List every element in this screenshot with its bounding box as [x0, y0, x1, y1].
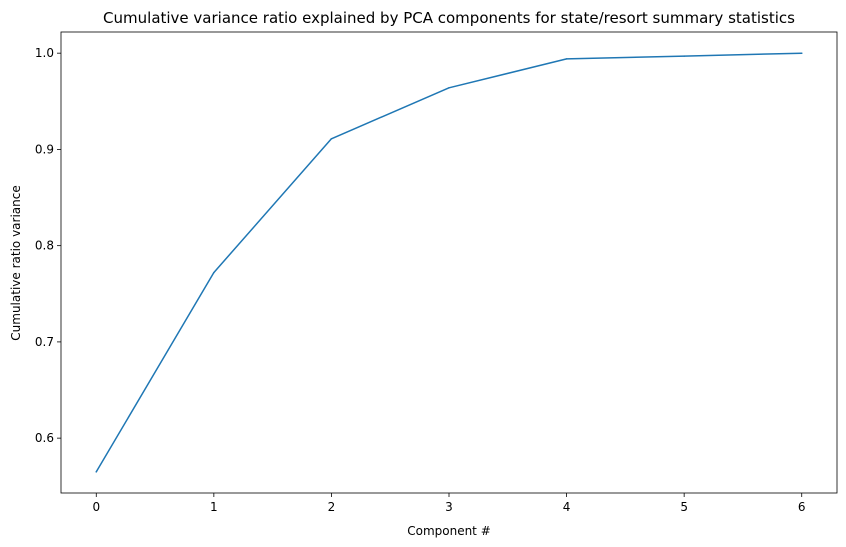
plot-frame — [60, 31, 838, 494]
x-tick-label: 6 — [798, 500, 806, 514]
plot-area — [95, 52, 803, 473]
x-tick-label: 0 — [92, 500, 100, 514]
data-point — [330, 138, 333, 140]
data-point — [95, 471, 98, 473]
y-tick-label: 0.9 — [35, 142, 54, 156]
data-point — [213, 271, 215, 274]
y-tick-label: 0.7 — [35, 335, 54, 349]
x-tick-label: 1 — [210, 500, 218, 514]
data-point — [448, 87, 450, 89]
y-axis-label: Cumulative ratio variance — [9, 185, 23, 340]
data-point — [683, 55, 685, 57]
x-tick-label: 4 — [563, 500, 571, 514]
x-axis-ticks: 0 1 2 3 4 5 6 — [92, 493, 806, 514]
y-tick-label: 0.6 — [35, 431, 54, 445]
y-tick-label: 0.8 — [35, 239, 54, 253]
series-line-0 — [95, 52, 803, 473]
x-axis-label: Component # — [407, 524, 491, 538]
y-axis-ticks: 0.6 0.7 0.8 0.9 1.0 — [35, 46, 61, 445]
x-tick-label: 3 — [445, 500, 453, 514]
data-point — [800, 52, 803, 54]
x-tick-label: 2 — [328, 500, 336, 514]
y-tick-label: 1.0 — [35, 46, 54, 60]
x-tick-label: 5 — [680, 500, 688, 514]
chart-title: Cumulative variance ratio explained by P… — [103, 9, 795, 27]
data-point — [565, 58, 568, 60]
